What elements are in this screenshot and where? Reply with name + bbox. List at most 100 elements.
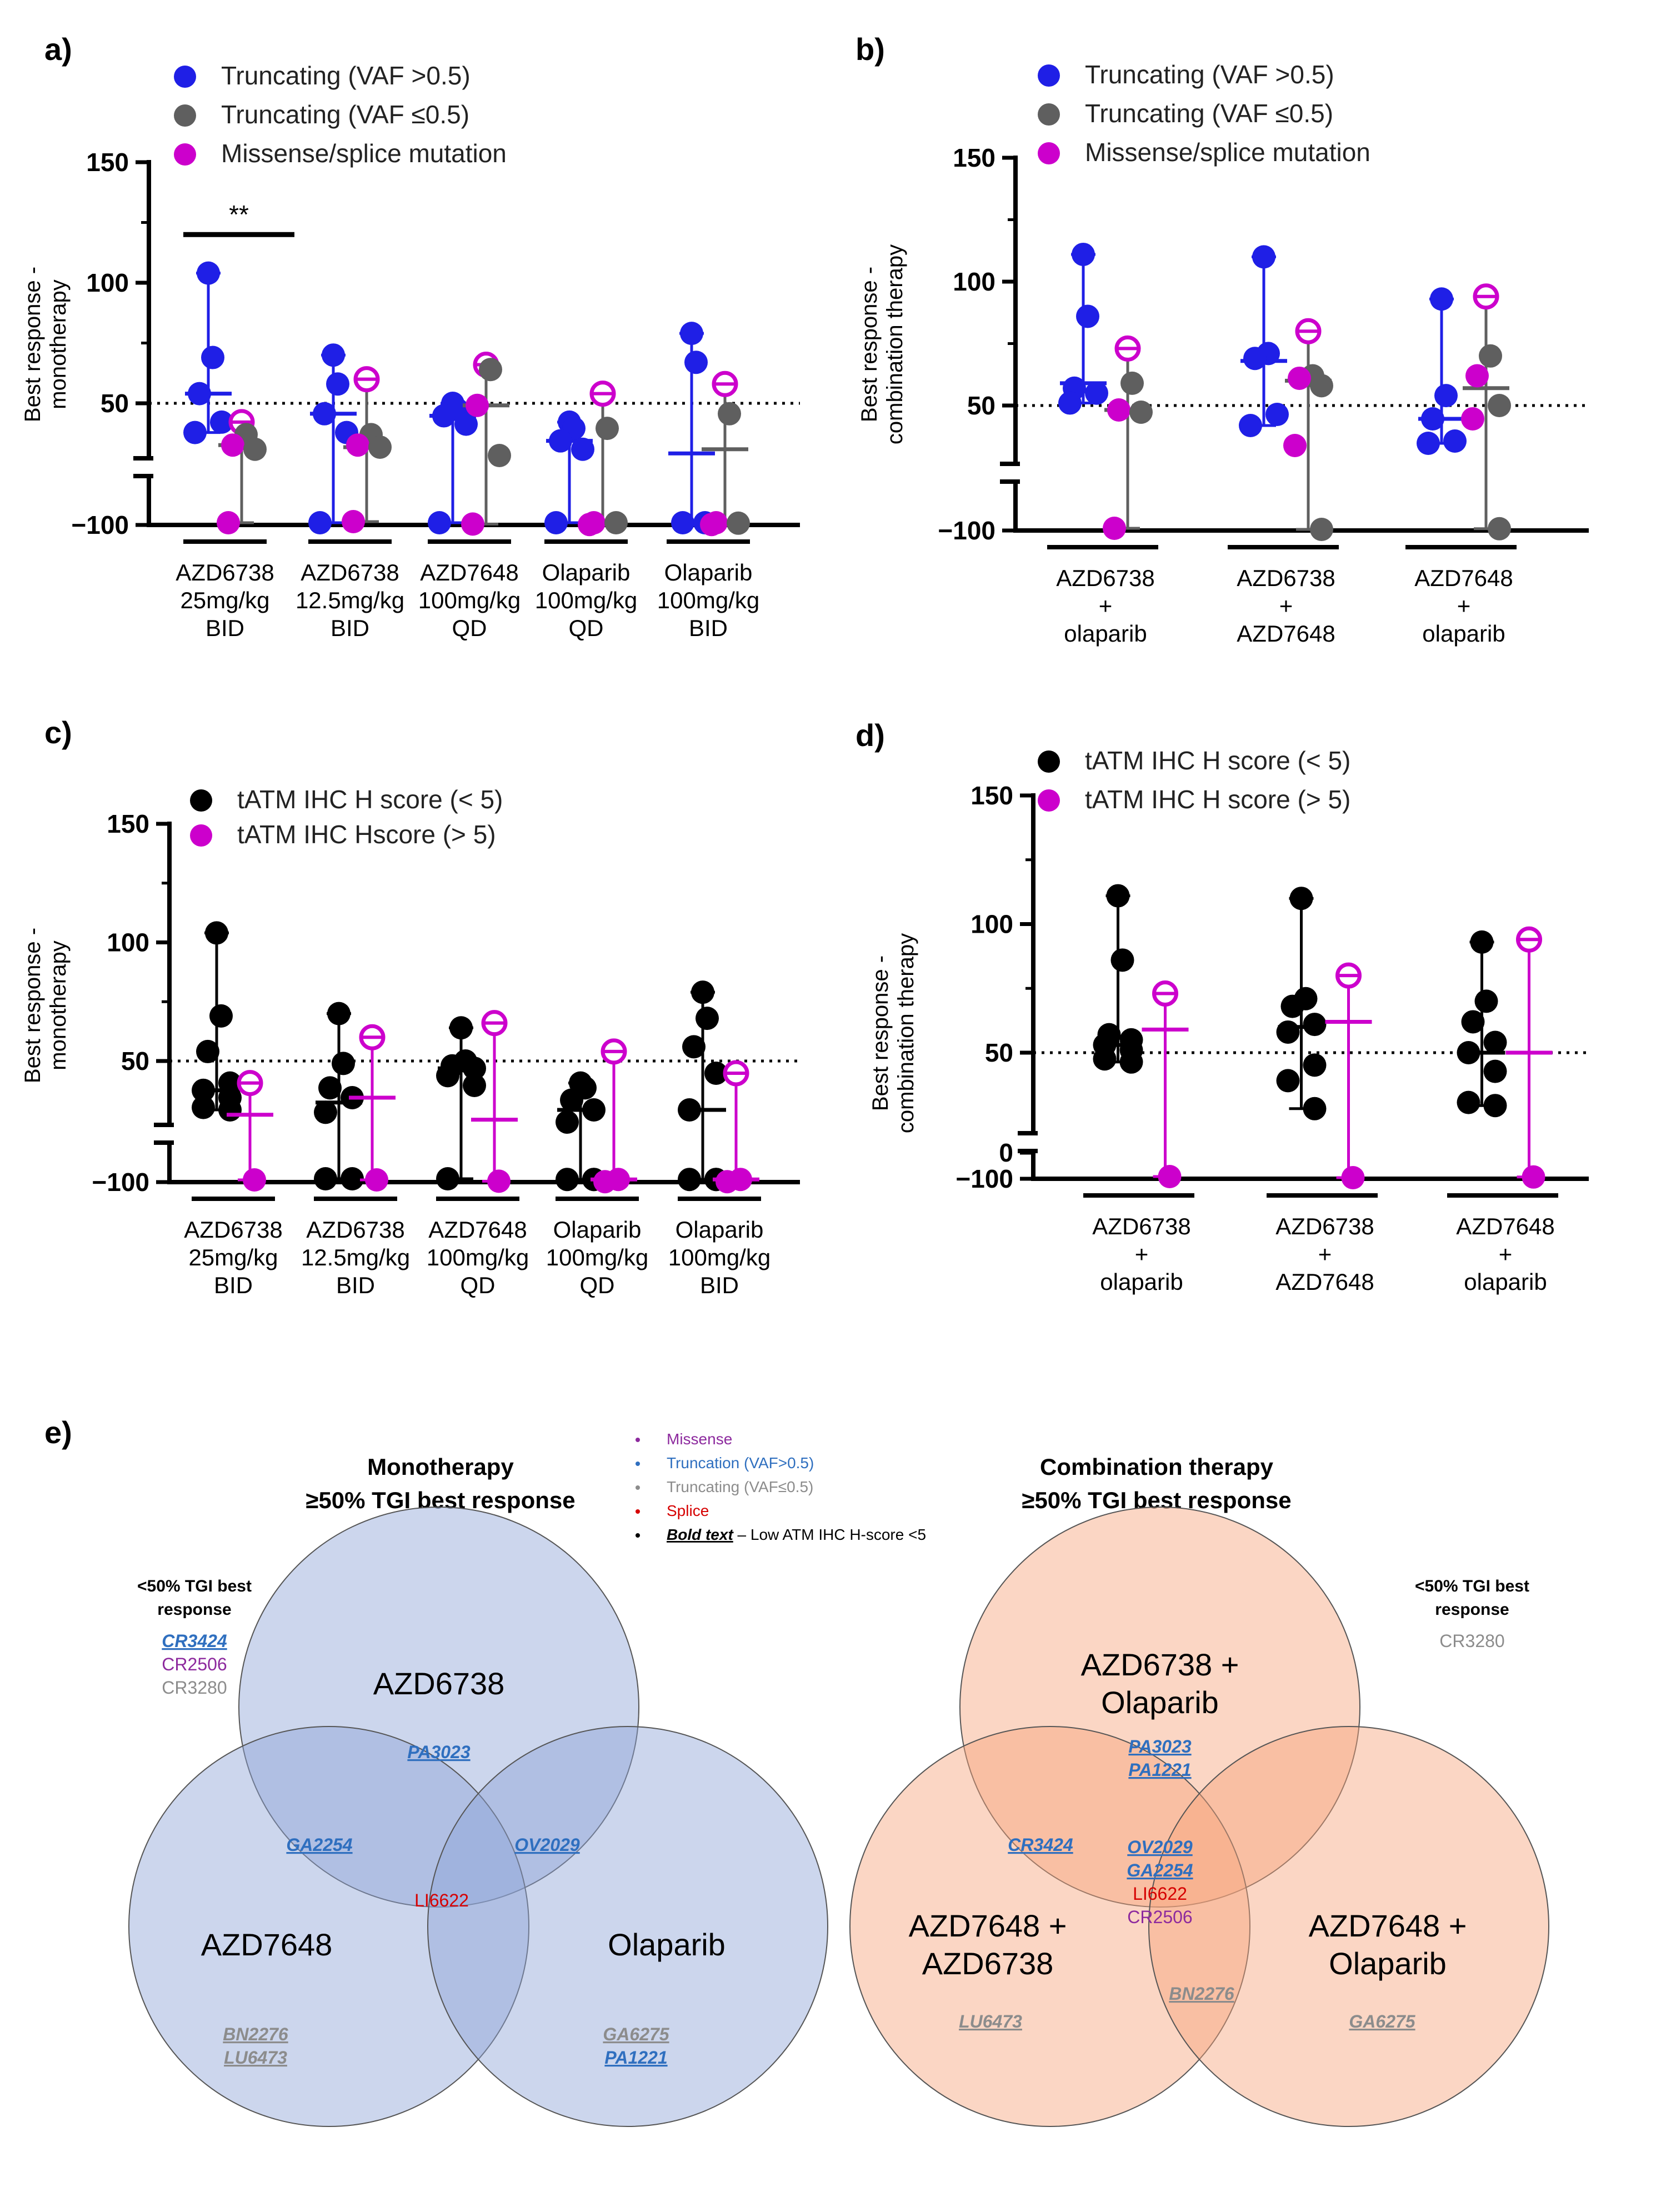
data-point — [1103, 517, 1126, 540]
group-label-line: BID — [700, 1272, 739, 1298]
panel-label-d: d) — [855, 718, 885, 753]
data-point — [571, 437, 594, 461]
group-label-line: 100mg/kg — [546, 1244, 648, 1270]
venn-legend-label: Splice — [667, 1502, 709, 1519]
venn-title: ≥50% TGI best response — [1022, 1487, 1291, 1513]
group-label-line: AZD7648 — [1275, 1269, 1374, 1295]
group-1: AZD6738+AZD7648 — [1228, 245, 1339, 647]
group-label-line: + — [1457, 593, 1471, 619]
group-2: AZD7648+olaparib — [1405, 283, 1517, 647]
y-axis-label-line: combination therapy — [883, 244, 907, 444]
y-tick-label: 0 — [999, 1138, 1013, 1167]
venn-circle-label: AZD6738 + — [1081, 1647, 1239, 1682]
data-point — [192, 1078, 215, 1102]
venn-circle-label: AZD6738 — [922, 1946, 1054, 1981]
legend-marker — [190, 789, 212, 812]
significance-label: ** — [229, 200, 249, 229]
y-axis-label: Best response -combination therapy — [857, 244, 907, 444]
venn-legend-label: Truncation (VAF>0.5) — [667, 1454, 814, 1472]
y-tick-label: 100 — [107, 928, 149, 957]
data-point — [1310, 518, 1333, 541]
non-responder-title: <50% TGI best — [1415, 1577, 1529, 1595]
data-point — [1280, 994, 1304, 1018]
y-axis-label-line: combination therapy — [894, 933, 918, 1133]
data-point — [1483, 1094, 1507, 1118]
data-point — [593, 1170, 617, 1194]
data-point — [1239, 414, 1262, 437]
group-label-line: 100mg/kg — [418, 587, 521, 613]
data-point — [488, 444, 511, 467]
y-axis-label-line: Best response - — [21, 267, 45, 422]
data-point — [1276, 1069, 1300, 1093]
y-tick-label: −100 — [92, 1168, 149, 1197]
venn-circle — [128, 1726, 529, 2127]
legend-marker — [1038, 103, 1060, 126]
data-point — [205, 921, 228, 945]
data-point — [221, 433, 244, 457]
legend-marker — [1038, 750, 1060, 773]
y-tick-label: 100 — [953, 267, 995, 296]
data-point — [691, 980, 714, 1004]
y-tick-label: 150 — [107, 809, 149, 838]
data-point — [341, 1167, 364, 1190]
y-tick-label: 50 — [101, 389, 129, 418]
data-point — [314, 1167, 337, 1190]
y-tick-label: 50 — [121, 1047, 149, 1075]
panel-d: d) tATM IHC H score (< 5) tATM IHC H score… — [855, 718, 1589, 1295]
data-point — [196, 1039, 219, 1063]
data-point — [1265, 403, 1289, 426]
data-point — [1434, 384, 1458, 408]
group-0: AZD6738+olaparib — [1047, 242, 1158, 647]
legend-label: tATM IHC H score (> 5) — [1085, 785, 1350, 814]
data-point — [432, 404, 456, 428]
group-label-line: 25mg/kg — [188, 1244, 278, 1270]
venn-model-label: PA3023 — [407, 1742, 470, 1762]
venn-diagram: Combination therapy ≥50% TGI best respons… — [849, 1454, 1549, 2127]
venn-model-label: LU6473 — [959, 2011, 1022, 2031]
y-axis-label: Best response -monotherapy — [21, 267, 71, 422]
venn-legend-bullet — [636, 1462, 640, 1466]
data-point — [1243, 347, 1267, 371]
y-axis-label-line: monotherapy — [46, 940, 71, 1070]
legend-label: Missense/splice mutation — [221, 139, 507, 168]
venn-model-label: GA2254 — [1127, 1860, 1193, 1880]
data-point — [1158, 1165, 1182, 1188]
venn-circle-label: AZD7648 + — [1309, 1908, 1467, 1943]
data-point — [1479, 344, 1502, 368]
venn-circle — [959, 1507, 1360, 1908]
venn-legend-label: Missense — [667, 1430, 732, 1448]
data-point — [243, 437, 267, 461]
group-label-line: AZD7648 — [428, 1217, 527, 1243]
data-point — [678, 1098, 701, 1122]
data-point — [1303, 1013, 1327, 1037]
panel-b: b) Truncating (VAF >0.5) Truncating (VAF ≤… — [855, 32, 1589, 647]
data-point — [436, 1064, 459, 1088]
group-label-line: 12.5mg/kg — [301, 1244, 410, 1270]
legend-label: Missense/splice mutation — [1085, 138, 1370, 167]
data-point — [596, 417, 619, 441]
data-point — [1303, 1053, 1327, 1077]
data-point — [243, 1168, 266, 1192]
venn-circle-label: AZD7648 — [201, 1927, 333, 1962]
venn-legend-bullet — [636, 1509, 640, 1514]
legend-marker — [174, 143, 196, 166]
venn-title: Combination therapy — [1040, 1454, 1274, 1480]
data-point — [332, 1052, 355, 1075]
non-responder-title: response — [157, 1600, 231, 1619]
venn-legend-label: Truncating (VAF≤0.5) — [667, 1478, 813, 1495]
group-label-line: BID — [689, 615, 728, 641]
group-label-line: + — [1099, 593, 1113, 619]
data-point — [454, 412, 478, 436]
data-point — [487, 1169, 511, 1193]
non-responder-title: response — [1435, 1600, 1509, 1619]
venn-model-label: LU6473 — [224, 2048, 287, 2068]
group-label-line: Olaparib — [553, 1217, 642, 1243]
y-tick-label: 100 — [86, 268, 129, 297]
venn-model-label: PA3023 — [1128, 1736, 1191, 1756]
venn-circle — [1148, 1726, 1549, 2127]
